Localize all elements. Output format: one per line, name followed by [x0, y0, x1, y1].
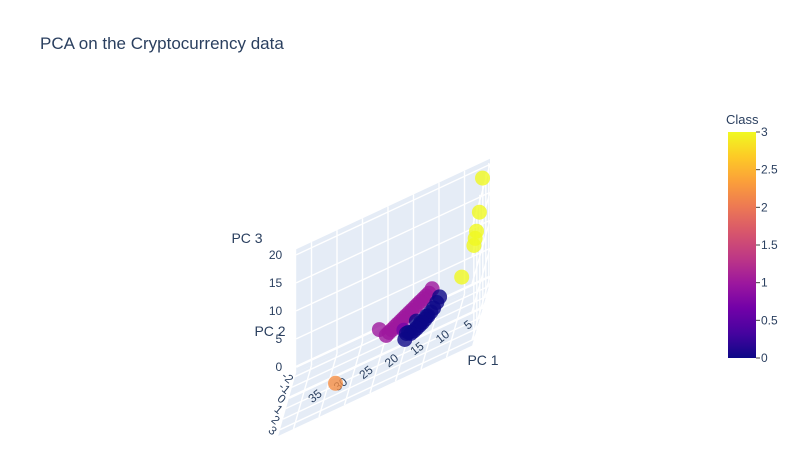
colorbar-tick-label: 2.5 [761, 163, 778, 177]
grid-line-x-floor [318, 353, 338, 418]
floor-pane [278, 282, 490, 437]
grid-line-z-side [471, 220, 491, 285]
colorbar-tick-label: 1 [761, 276, 768, 290]
grid-line-z-wall [295, 191, 491, 284]
data-point[interactable] [454, 269, 470, 285]
data-point[interactable] [466, 238, 482, 253]
grid-line-y-floor [282, 328, 478, 420]
grid-line-x-floor [292, 365, 313, 430]
z-tick-label: 15 [269, 276, 283, 290]
grid-line-x-floor [445, 293, 466, 358]
colorbar-tick-label: 3 [761, 125, 768, 139]
colorbar-tick-label: 0.5 [761, 313, 778, 327]
grid-line-z-wall [295, 163, 491, 256]
data-point[interactable] [397, 332, 413, 347]
grid-line-y-floor [279, 338, 475, 431]
z-axis-title: PC 3 [231, 230, 262, 246]
data-point[interactable] [328, 375, 343, 391]
colorbar: Class 0 0.5 1 1.5 2 2.5 3 [726, 112, 778, 365]
colorbar-tick-label: 0 [761, 351, 768, 365]
data-point[interactable] [475, 170, 490, 186]
data-point[interactable] [471, 204, 487, 220]
y-axis-title: PC 2 [254, 323, 285, 339]
grid-line-x-floor [343, 341, 364, 406]
colorbar-title: Class [726, 112, 759, 127]
grid-line-z-wall [295, 219, 491, 312]
colorbar-tick-label: 1.5 [761, 238, 778, 252]
x-axis-title: PC 1 [467, 352, 498, 368]
y-tick-label: 3 [266, 423, 280, 438]
z-tick-label: 5 [276, 332, 283, 346]
z-tick-label: 0 [276, 360, 283, 374]
zero-line-y [288, 306, 484, 399]
colorbar-tick-label: 2 [761, 200, 768, 214]
z-tick-label: 10 [269, 304, 283, 318]
colorbar-bar [728, 132, 756, 358]
grid-line-y-floor [285, 317, 481, 410]
grid-line-z-wall [295, 247, 491, 340]
z-tick-label: 20 [269, 248, 283, 262]
chart-title: PCA on the Cryptocurrency data [40, 34, 284, 53]
data-point[interactable] [378, 327, 394, 343]
